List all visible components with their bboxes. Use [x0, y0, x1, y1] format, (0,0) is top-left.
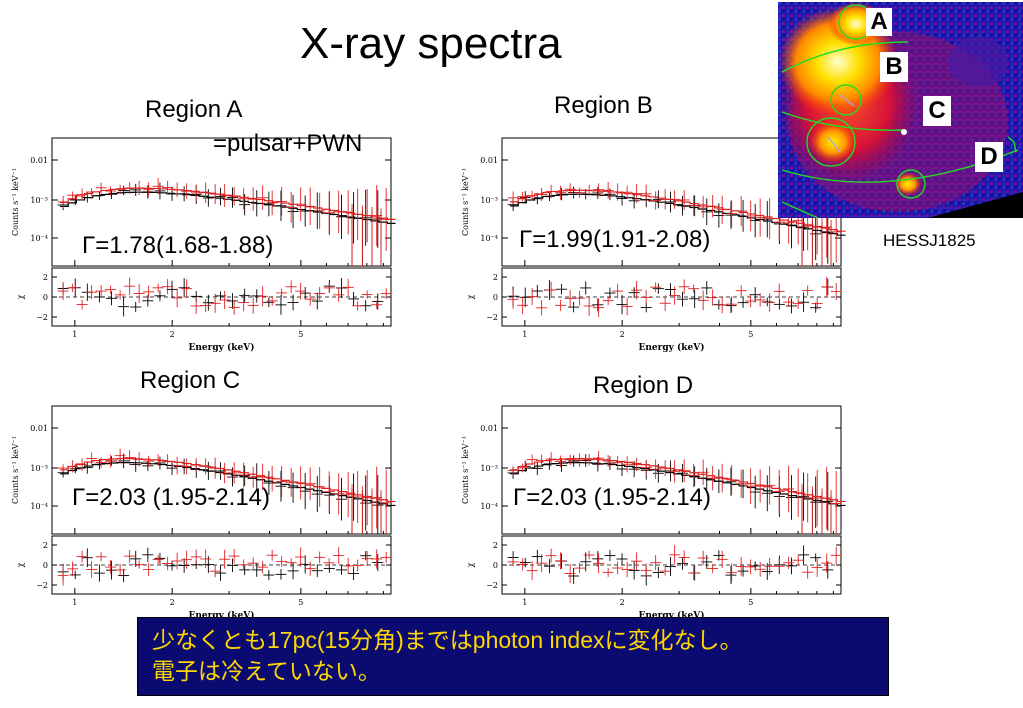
region-a-photon-index: Γ=1.78(1.68-1.88): [82, 232, 274, 259]
hess-xray-map-image: A B C D: [778, 2, 1023, 219]
residual-tick-label: 2: [493, 541, 498, 550]
x-axis-title: Energy (keV): [189, 342, 255, 353]
x-tick-label: 2: [170, 330, 175, 339]
y-tick-label: 10⁻³: [30, 196, 48, 205]
y-tick-label: 0.01: [30, 424, 48, 433]
x-tick-label: 1: [72, 330, 77, 339]
x-tick-label: 5: [748, 598, 753, 607]
region-d-label: Region D: [593, 372, 694, 399]
y-tick-label: 0.01: [30, 156, 48, 165]
residual-tick-label: −2: [36, 313, 48, 322]
spectrum-plot-svg: 0.01 10⁻³ 10⁻⁴ 2 0 −2 1 2 5 Energy (keV) Counts s⁻…: [461, 137, 846, 353]
residual-tick-label: 2: [493, 273, 498, 282]
residual-tick-label: 0: [493, 293, 498, 302]
residual-tick-label: 0: [493, 561, 498, 570]
residual-tick-label: −2: [486, 581, 498, 590]
y-tick-label: 0.01: [480, 156, 498, 165]
map-region-a-letter: A: [866, 8, 892, 36]
residual-tick-label: −2: [486, 313, 498, 322]
y-tick-label: 10⁻⁴: [30, 502, 48, 511]
x-tick-label: 1: [522, 598, 527, 607]
spectrum-frame: [51, 137, 392, 267]
spectrum-plot-svg: 0.01 10⁻³ 10⁻⁴ 2 0 −2 1 2 5 Energy (keV) Counts s⁻…: [11, 405, 396, 621]
y-axis-title: Counts s⁻¹ keV⁻¹: [11, 168, 20, 236]
data-points-red: [507, 450, 842, 583]
region-b-label: Region B: [554, 92, 653, 119]
residual-axis-title: χ: [16, 562, 25, 567]
x-tick-label: 5: [748, 330, 753, 339]
residual-tick-label: 2: [43, 541, 48, 550]
data-points-black: [507, 454, 834, 586]
x-axis-title: Energy (keV): [189, 610, 255, 621]
spectrum-panel-b: 0.01 10⁻³ 10⁻⁴ 2 0 −2 1 2 5 Energy (keV) Counts s⁻…: [458, 130, 848, 358]
y-tick-label: 10⁻⁴: [480, 502, 498, 511]
residual-axis-title: χ: [466, 562, 475, 567]
residual-axis-title: χ: [16, 294, 25, 299]
map-region-c-letter: C: [923, 96, 951, 126]
y-tick-label: 10⁻³: [480, 196, 498, 205]
spectrum-panel-a: 0.01 10⁻³ 10⁻⁴ 2 0 −2 1 2 5 Energy (keV) Counts s⁻…: [8, 130, 398, 358]
y-axis-title: Counts s⁻¹ keV⁻¹: [11, 436, 20, 504]
x-tick-label: 2: [620, 598, 625, 607]
spectrum-panel-d: 0.01 10⁻³ 10⁻⁴ 2 0 −2 1 2 5 Energy (keV) Counts s⁻…: [458, 398, 848, 626]
conclusion-line-1: 少なくとも17pc(15分角)まではphoton indexに変化なし。: [152, 627, 743, 653]
conclusion-line-2: 電子は冷えていない。: [152, 658, 381, 684]
spectrum-plot-svg: 0.01 10⁻³ 10⁻⁴ 2 0 −2 1 2 5 Energy (keV) Counts s⁻…: [11, 137, 396, 353]
spectrum-frame: [501, 405, 842, 535]
conclusion-note: 少なくとも17pc(15分角)まではphoton indexに変化なし。 電子は…: [137, 617, 889, 696]
map-region-d-letter: D: [975, 142, 1003, 172]
y-tick-label: 10⁻⁴: [30, 234, 48, 243]
region-a-label: Region A: [145, 96, 243, 123]
residual-axis-title: χ: [466, 294, 475, 299]
x-tick-label: 1: [522, 330, 527, 339]
residual-tick-label: 0: [43, 561, 48, 570]
residual-tick-label: 0: [43, 293, 48, 302]
region-c-label: Region C: [140, 367, 241, 394]
y-axis-title: Counts s⁻¹ keV⁻¹: [461, 168, 470, 236]
y-tick-label: 10⁻³: [480, 464, 498, 473]
y-axis-title: Counts s⁻¹ keV⁻¹: [461, 436, 470, 504]
data-points-red: [57, 178, 392, 315]
residual-tick-label: 2: [43, 273, 48, 282]
region-d-photon-index: Γ=2.03 (1.95-2.14): [513, 484, 712, 511]
x-tick-label: 5: [298, 330, 303, 339]
region-a-sublabel: =pulsar+PWN: [213, 130, 363, 157]
y-tick-label: 0.01: [480, 424, 498, 433]
region-b-photon-index: Γ=1.99(1.91-2.08): [519, 226, 711, 253]
page-title: X-ray spectra: [300, 19, 562, 68]
data-points-black: [57, 182, 384, 317]
hess-map-caption: HESSJ1825: [883, 231, 976, 250]
map-region-b-letter: B: [880, 52, 908, 82]
data-points-red: [57, 448, 392, 586]
spectrum-frame: [51, 405, 392, 535]
x-axis-title: Energy (keV): [639, 610, 705, 621]
x-tick-label: 2: [170, 598, 175, 607]
x-axis-title: Energy (keV): [639, 342, 705, 353]
region-c-photon-index: Γ=2.03 (1.95-2.14): [72, 484, 271, 511]
residual-tick-label: −2: [36, 581, 48, 590]
y-tick-label: 10⁻⁴: [480, 234, 498, 243]
model-curve-black: [60, 191, 396, 225]
spectrum-plot-svg: 0.01 10⁻³ 10⁻⁴ 2 0 −2 1 2 5 Energy (keV) Counts s⁻…: [461, 405, 846, 621]
spectrum-panel-c: 0.01 10⁻³ 10⁻⁴ 2 0 −2 1 2 5 Energy (keV) Counts s⁻…: [8, 398, 398, 626]
x-tick-label: 1: [72, 598, 77, 607]
x-tick-label: 5: [298, 598, 303, 607]
y-tick-label: 10⁻³: [30, 464, 48, 473]
x-tick-label: 2: [620, 330, 625, 339]
